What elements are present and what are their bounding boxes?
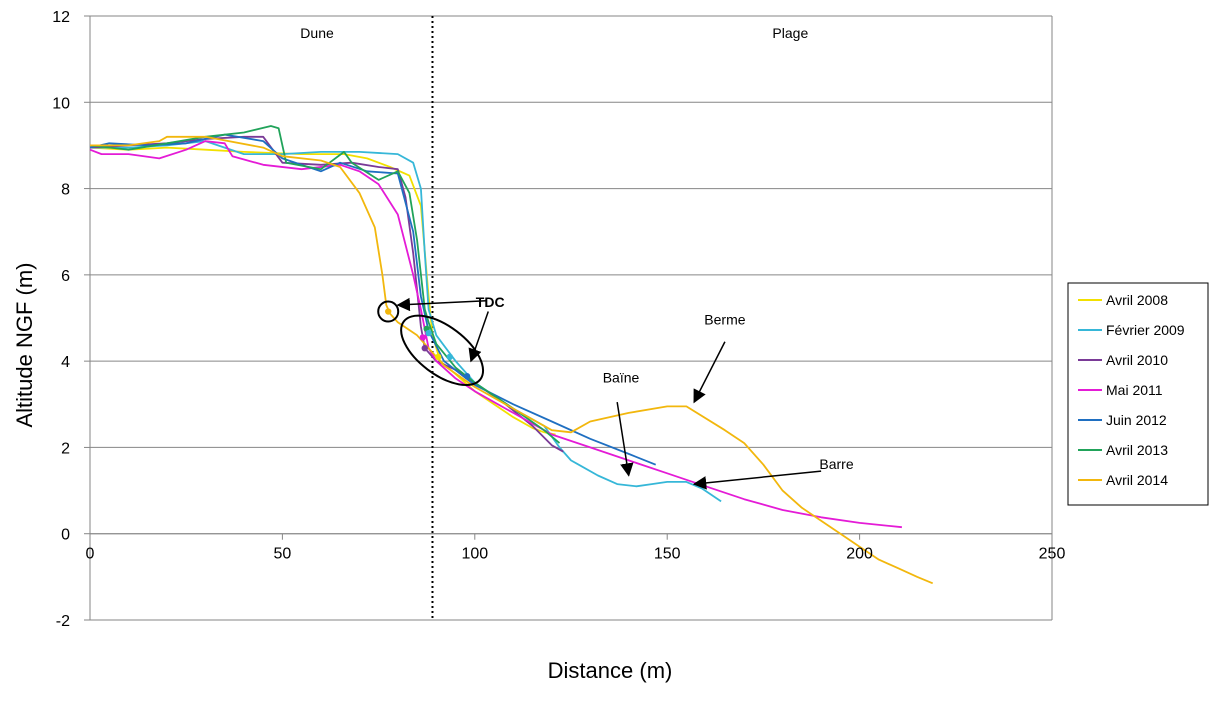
- annotations: TDC Berme Baïne Barre: [377, 294, 854, 490]
- legend-label-2: Avril 2010: [1106, 352, 1168, 368]
- y-tick-label-8: 8: [61, 182, 70, 199]
- y-tick-label-6: 6: [61, 268, 70, 285]
- annotation-berme: Berme: [704, 311, 745, 327]
- legend: Avril 2008 Février 2009 Avril 2010 Mai 2011…: [1067, 282, 1209, 506]
- legend-label-4: Juin 2012: [1106, 412, 1167, 428]
- zone-labels: Dune Plage: [300, 25, 808, 41]
- tdc-arrow-left: [396, 297, 487, 312]
- y-tick-label-12: 12: [52, 9, 70, 26]
- x-tick-label-100: 100: [461, 546, 488, 563]
- tdc-marker-5: [435, 353, 442, 361]
- tdc-arrow-down: [468, 311, 489, 363]
- tdc-marker-6: [446, 353, 453, 361]
- y-tick-label--2: -2: [56, 613, 70, 630]
- x-tick-label-150: 150: [654, 546, 681, 563]
- annotation-barre: Barre: [819, 456, 853, 472]
- tdc-marker-2: [425, 329, 432, 337]
- legend-label-3: Mai 2011: [1106, 382, 1163, 398]
- y-tick-label-2: 2: [61, 440, 70, 457]
- baine-arrow: [616, 402, 634, 477]
- zone-label-dune: Dune: [300, 25, 334, 41]
- x-tick-label-200: 200: [846, 546, 873, 563]
- zone-label-plage: Plage: [772, 25, 808, 41]
- x-tick-label-50: 50: [274, 546, 292, 563]
- legend-label-5: Avril 2013: [1106, 442, 1168, 458]
- annotation-tdc: TDC: [476, 294, 505, 310]
- series-line-0: [89, 146, 556, 436]
- series-lines: [89, 125, 934, 585]
- tdc-marker-3: [421, 345, 428, 352]
- x-tick-label-250: 250: [1039, 546, 1066, 563]
- gridlines: [90, 15, 1052, 535]
- plot-area: [84, 15, 1053, 621]
- annotation-baïne: Baïne: [603, 370, 640, 386]
- x-axis-title: Distance (m): [548, 658, 673, 683]
- y-tick-label-4: 4: [61, 354, 70, 371]
- tdc-marker-4: [419, 334, 427, 341]
- tdc-ellipse: [400, 314, 485, 387]
- series-line-5: [89, 125, 561, 444]
- series-line-6: [90, 135, 934, 585]
- tdc-marker-7: [463, 373, 471, 380]
- series-line-1: [90, 140, 722, 503]
- y-tick-label-0: 0: [61, 527, 70, 544]
- legend-label-0: Avril 2008: [1106, 292, 1168, 308]
- series-line-3: [89, 140, 902, 529]
- legend-box: [1067, 282, 1209, 506]
- y-tick-label-10: 10: [52, 95, 70, 112]
- berme-arrow: [693, 341, 726, 404]
- legend-label-6: Avril 2014: [1106, 472, 1168, 488]
- tdc-marker-0: [385, 308, 392, 315]
- legend-label-1: Février 2009: [1106, 322, 1185, 338]
- tdc-circle: [377, 300, 400, 323]
- x-tick-label-0: 0: [86, 546, 95, 563]
- series-line-4: [89, 133, 657, 466]
- tick-labels: 0 50 100 150 200 250 -2 0 2 4 6 8 10 12: [52, 9, 1065, 630]
- y-axis-title: Altitude NGF (m): [12, 262, 37, 427]
- tdc-markers: [385, 308, 471, 380]
- barre-arrow: [692, 470, 822, 490]
